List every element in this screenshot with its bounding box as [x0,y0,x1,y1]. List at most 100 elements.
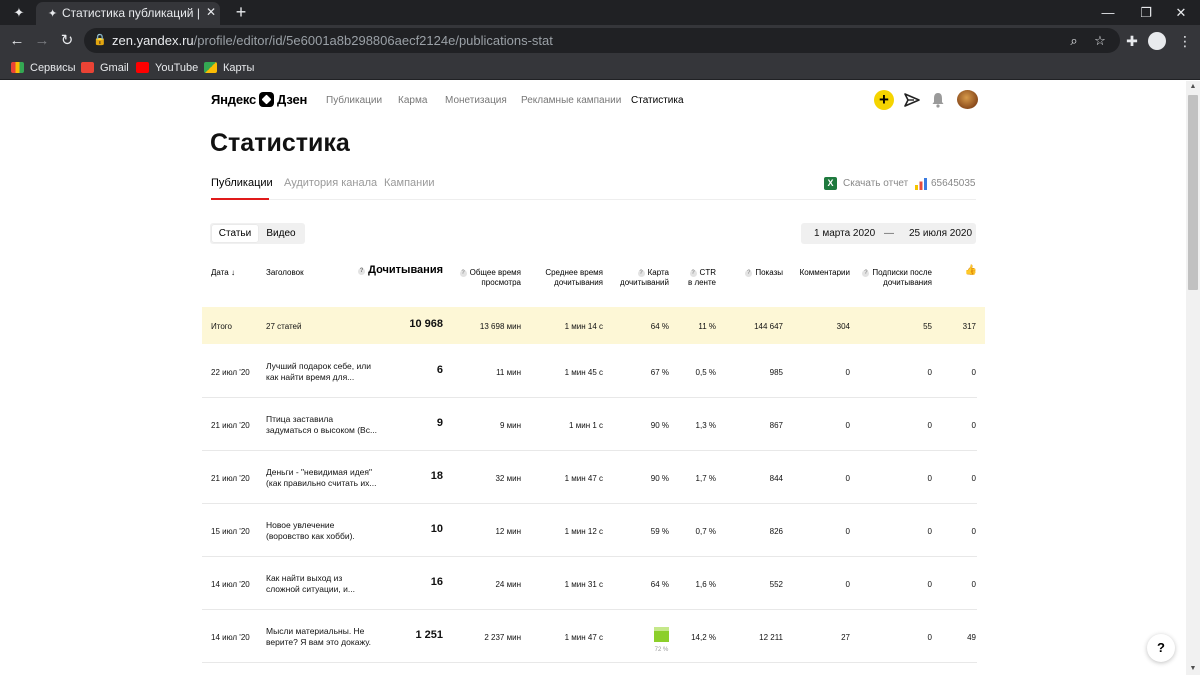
tab-favicon-icon: ✦ [48,8,58,20]
bookmark-label: Gmail [100,62,129,74]
restore-icon[interactable]: ❐ [1140,5,1152,20]
profile-avatar[interactable] [1148,32,1166,50]
scroll-up-icon[interactable]: ▲ [1189,83,1197,90]
browser-tabbar: ✦ ✦ Статистика публикаций | Яндекс.Дзен ✕… [0,0,1200,25]
bookmark-gmail[interactable]: Gmail [81,59,129,77]
extensions-icon[interactable]: ✚ [1126,33,1138,49]
reload-icon[interactable]: ↻ [60,32,74,49]
send-icon[interactable] [903,91,921,109]
row-read-map: 90 % [650,421,669,430]
col-date[interactable]: Дата ↓ [211,268,235,277]
bookmark-services[interactable]: Сервисы [11,59,76,77]
total-ctr: 11 % [698,322,716,331]
zoom-icon[interactable]: ⌕ [1070,33,1078,48]
browser-menu-icon[interactable]: ⋮ [1178,33,1192,49]
row-views: 844 [769,474,783,483]
total-views: 144 647 [754,322,783,331]
back-icon[interactable]: ← [9,32,25,49]
zen-logo[interactable]: Яндекс Дзен [211,92,307,107]
row-likes: 0 [971,474,976,483]
new-tab-icon[interactable]: + [235,2,247,22]
row-views: 826 [769,527,783,536]
row-comments: 0 [845,527,850,536]
scroll-down-icon[interactable]: ▼ [1189,665,1197,672]
scroll-thumb[interactable] [1188,95,1198,290]
url-host: zen.yandex.ru [112,33,194,48]
col-avg-time-line2: дочитывания [554,278,603,287]
col-subscriptions-line2: дочитывания [883,278,932,287]
col-ctr-line1: CTR [699,268,716,277]
date-to[interactable]: 25 июля 2020 [909,228,973,239]
bookmark-youtube[interactable]: YouTube [136,59,198,77]
date-range-picker[interactable]: 1 марта 2020 — 25 июля 2020 [801,223,976,244]
total-reads: 10 968 [409,318,443,330]
download-report-link[interactable]: Скачать отчет [843,178,909,189]
user-avatar[interactable] [957,90,978,109]
row-read-map: 72 % [654,647,669,653]
row-title-link[interactable]: Новое увлечение (воровство как хобби). [266,520,355,541]
nav-monetization[interactable]: Монетизация [445,95,507,106]
tab-close-icon[interactable]: ✕ [205,5,217,19]
col-reads[interactable]: ? Дочитывания [343,265,443,276]
help-icon[interactable]: ? [459,270,467,277]
row-title-link[interactable]: Лучший подарок себе, или как найти время… [266,361,371,382]
row-read-map: 67 % [650,368,669,377]
row-date: 14 июл '20 [211,633,250,642]
row-title-link[interactable]: Мысли материальны. Не верите? Я вам это … [266,626,371,647]
row-title-link[interactable]: Птица заставила задуматься о высоком (Вс… [266,414,378,435]
col-read-map-line2: дочитываний [620,278,669,287]
forward-icon[interactable]: → [34,32,50,49]
tab-publications[interactable]: Публикации [211,177,273,189]
help-icon[interactable]: ? [637,270,645,277]
help-icon[interactable]: ? [689,270,697,277]
toggle-articles[interactable]: Статьи [212,225,258,242]
row-title-link[interactable]: Как найти выход из сложной ситуации, и..… [266,573,355,594]
row-likes: 49 [967,633,976,642]
row-ctr: 1,7 % [695,474,716,483]
row-title-link[interactable]: Деньги - "невидимая идея" (как правильно… [266,467,377,488]
nav-karma[interactable]: Карма [398,95,428,106]
maps-icon [204,62,217,73]
excel-icon[interactable]: X [824,177,837,190]
page-scrollbar[interactable]: ▲ ▼ [1186,81,1200,675]
row-ctr: 14,2 % [691,633,716,642]
col-subscriptions: ? Подписки после дочитывания [857,268,932,288]
date-from[interactable]: 1 марта 2020 [814,228,876,239]
metrika-counter-id[interactable]: 65645035 [931,178,976,189]
help-icon[interactable]: ? [358,268,366,275]
browser-tab-active[interactable]: ✦ Статистика публикаций | Яндекс.Дзен [36,2,220,25]
add-publication-button[interactable]: + [874,90,894,110]
metrika-icon[interactable] [915,178,927,190]
col-subscriptions-line1: Подписки после [872,268,932,277]
help-icon[interactable]: ? [862,270,870,277]
address-bar[interactable]: 🔒 zen.yandex.ru/profile/editor/id/5e6001a… [84,28,1120,53]
col-views-label: Показы [755,268,783,277]
nav-ad-campaigns[interactable]: Рекламные кампании [521,95,622,106]
help-button[interactable]: ? [1147,634,1175,662]
minimize-icon[interactable]: — [1101,5,1115,20]
col-ctr-line2: в ленте [687,278,716,287]
row-views: 552 [769,580,783,589]
browser-toolbar: ← → ↻ 🔒 zen.yandex.ru/profile/editor/id/5… [0,25,1200,56]
bookmark-maps[interactable]: Карты [204,59,254,77]
nav-publications[interactable]: Публикации [326,95,383,106]
row-reads: 1 251 [415,629,443,641]
tab-audience[interactable]: Аудитория канала [284,177,378,189]
row-comments: 0 [845,580,850,589]
row-reads: 10 [430,523,443,535]
row-date: 14 июл '20 [211,580,250,589]
tab-campaigns[interactable]: Кампании [384,177,435,189]
bookmark-label: YouTube [155,62,199,74]
row-avg-time: 1 мин 12 с [564,527,603,536]
close-window-icon[interactable]: ✕ [1175,5,1187,20]
bookmark-star-icon[interactable]: ☆ [1094,33,1106,48]
nav-statistics[interactable]: Статистика [631,95,684,106]
row-divider [202,397,977,398]
bookmarks-bar: Сервисы Gmail YouTube Карты [0,56,1200,80]
row-avg-time: 1 мин 31 с [564,580,603,589]
toggle-videos[interactable]: Видео [266,228,296,239]
bell-icon[interactable] [931,91,945,109]
tab-search-icon[interactable]: ✦ [13,5,25,20]
help-icon[interactable]: ? [745,270,753,277]
read-map-bar-icon[interactable] [654,627,669,642]
